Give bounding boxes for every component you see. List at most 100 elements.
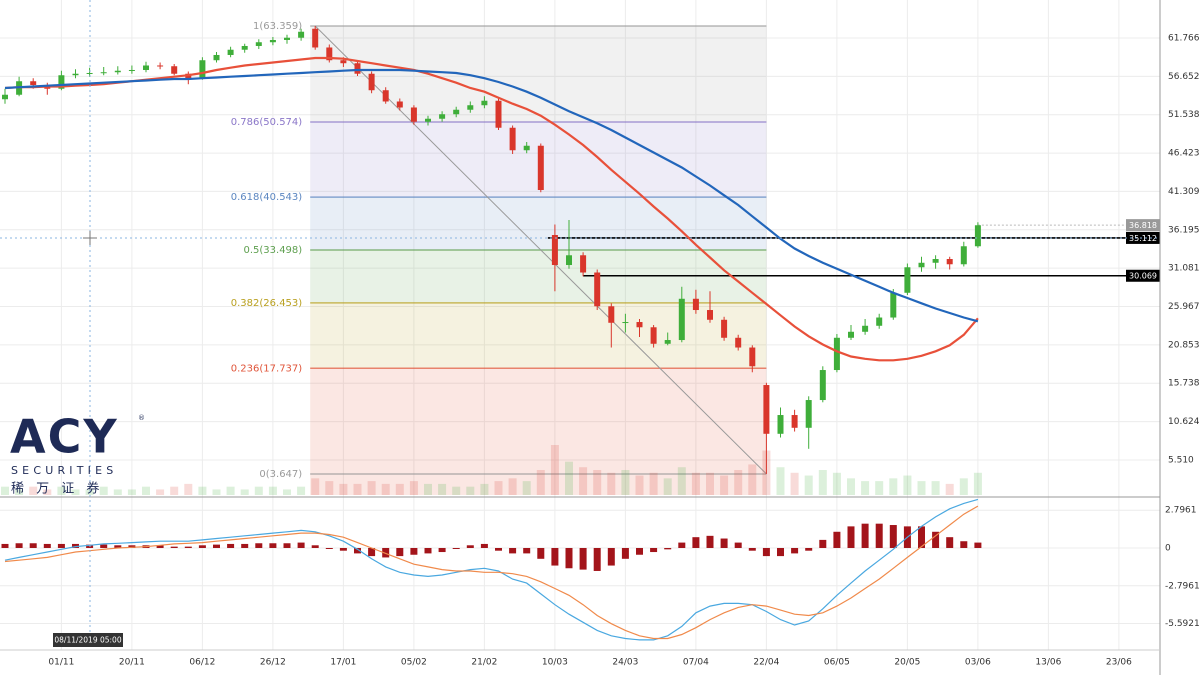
macd-histogram-bar [410, 547, 418, 555]
volume-bar [875, 481, 884, 495]
macd-histogram-bar [664, 547, 672, 550]
candle-body [890, 292, 897, 318]
volume-bar [889, 478, 898, 495]
fib-zone [310, 26, 767, 122]
candle-body [30, 81, 37, 85]
macd-histogram-bar [128, 545, 136, 548]
volume-bar [550, 445, 559, 495]
volume-bar [438, 483, 447, 495]
trend-line [314, 25, 767, 475]
candle-body [707, 310, 713, 320]
y-tick-label: 61.766 [1168, 33, 1200, 43]
volume-bar [85, 489, 94, 495]
x-tick-label: 01/11 [48, 658, 74, 668]
macd-histogram-bar [974, 542, 982, 548]
x-tick-label: 26/12 [260, 658, 286, 668]
volume-bar [367, 481, 376, 495]
y-tick-label: 15.738 [1168, 379, 1200, 389]
macd-histogram-bar [297, 542, 305, 548]
candle-body [495, 100, 502, 128]
candle-body [918, 262, 925, 268]
volume-bar [945, 483, 954, 495]
x-tick-label: 07/04 [683, 658, 709, 668]
macd-histogram-bar [241, 543, 249, 548]
macd-histogram-bar [1, 543, 9, 548]
macd-histogram-bar [100, 544, 108, 548]
macd-histogram-bar [607, 547, 615, 566]
macd-histogram-bar [692, 537, 700, 548]
macd-histogram-bar [29, 543, 37, 548]
macd-histogram-bar [72, 543, 79, 548]
macd-histogram-bar [861, 523, 869, 548]
candle-body [735, 337, 742, 348]
x-tick-label: 17/01 [330, 658, 356, 668]
macd-histogram-bar [339, 547, 347, 551]
candle-body [298, 31, 305, 38]
x-tick-label: 24/03 [612, 658, 638, 668]
macd-histogram-bar [269, 543, 277, 548]
candle-body [58, 75, 65, 89]
fib-label: 0.236(17.737) [231, 363, 303, 374]
fib-label: 0.786(50.574) [231, 117, 303, 128]
fib-label: 0.618(40.543) [231, 192, 303, 203]
macd-histogram-bar [875, 523, 883, 548]
moving-average [4, 56, 979, 362]
volume-bar [508, 478, 517, 495]
macd-histogram-bar [720, 538, 728, 548]
candle-body [213, 54, 220, 61]
x-tick-label: 05/02 [401, 658, 427, 668]
volume-bar [283, 489, 291, 495]
macd-histogram-bar [748, 547, 756, 551]
signal-line [4, 505, 979, 640]
volume-bar [917, 481, 926, 495]
candle-body [143, 65, 149, 70]
candle-body [509, 127, 516, 151]
level-label-box [1126, 231, 1160, 244]
last-price-label: 36.818 [1129, 221, 1157, 230]
volume-bar [1, 486, 9, 495]
macd-histogram-bar [480, 543, 488, 548]
volume-bar [649, 472, 658, 495]
macd-histogram-bar [466, 545, 474, 548]
volume-bar [452, 486, 461, 495]
macd-histogram-bar [946, 537, 954, 548]
volume-bar [847, 478, 855, 495]
macd-histogram-bar [156, 545, 164, 548]
candle-body [551, 235, 558, 266]
candle-body [608, 306, 615, 323]
logo-name: ACY [10, 410, 119, 464]
y-tick-label: 20.853 [1168, 340, 1200, 350]
candle-body [255, 42, 262, 46]
volume-bar [621, 470, 630, 495]
macd-histogram-bar [918, 526, 925, 548]
volume-bar [776, 467, 785, 495]
macd-histogram-bar [537, 547, 545, 559]
candle-body [904, 267, 911, 293]
volume-bar [536, 470, 545, 495]
macd-histogram-bar [255, 543, 263, 548]
volume-bar [268, 486, 277, 495]
volume-bar [339, 483, 348, 495]
volume-bar [818, 470, 827, 495]
volume-bar [748, 464, 757, 495]
candle-body [2, 94, 8, 100]
volume-bar [494, 481, 503, 495]
volume-bar [142, 486, 150, 495]
volume-bar [170, 486, 179, 495]
crosshair-label: 08/11/2019 05:00 [54, 636, 121, 645]
volume-bar [635, 475, 644, 495]
volume-bar [607, 472, 616, 495]
macd-histogram-bar [805, 547, 813, 551]
candle-body [974, 225, 981, 247]
volume-bar [565, 461, 573, 495]
macd-histogram-bar [551, 547, 559, 566]
fib-label: 0.5(33.498) [243, 245, 302, 256]
candle-body [523, 145, 530, 151]
macd-histogram-bar [565, 547, 573, 569]
candle-body [876, 317, 883, 326]
candle-body [566, 255, 572, 266]
macd-histogram-bar [15, 543, 23, 548]
